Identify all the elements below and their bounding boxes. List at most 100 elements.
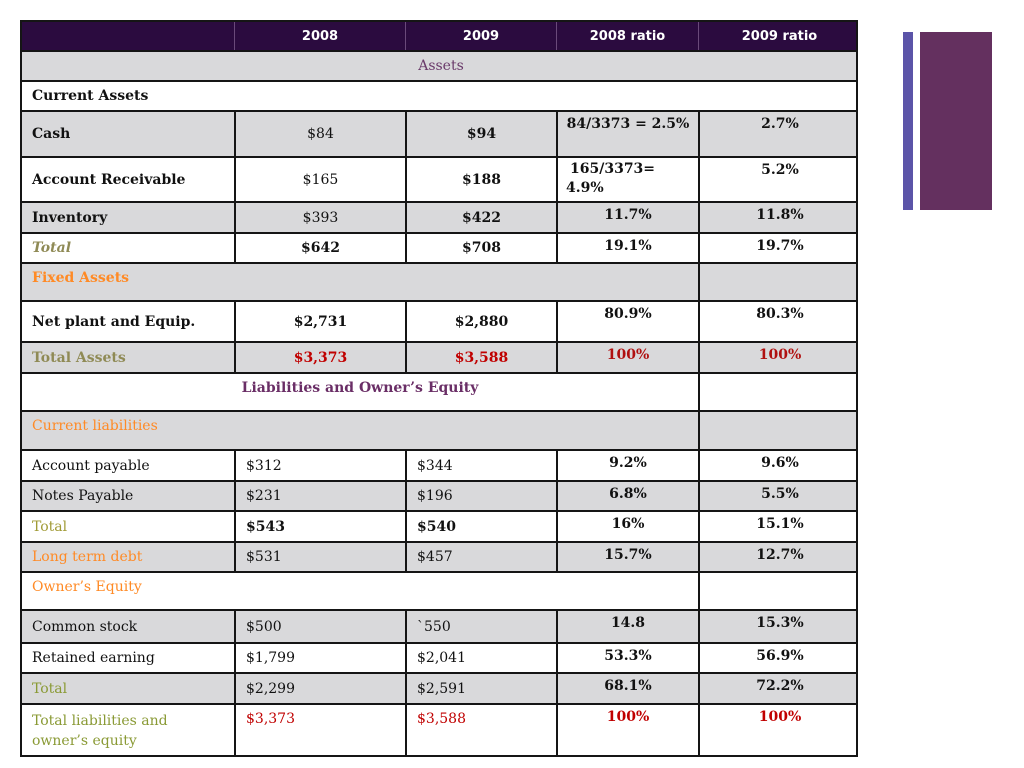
long-term-debt-2009-ratio: 12.7% (698, 543, 860, 571)
current-assets-row: Current Assets (20, 82, 858, 112)
table-row: Account payable $312 $344 9.2% 9.6% (20, 451, 858, 482)
inventory-2008: $393 (234, 203, 405, 232)
header-2008: 2008 (234, 22, 405, 50)
inventory-2009: $422 (405, 203, 556, 232)
retained-earning-2009-ratio: 56.9% (698, 644, 860, 672)
retained-earning-2008-ratio: 53.3% (556, 644, 698, 672)
account-payable-2009-ratio: 9.6% (698, 451, 860, 480)
total-equity-2009: $2,591 (405, 674, 556, 703)
table-row: Total $2,299 $2,591 68.1% 72.2% (20, 674, 858, 705)
header-cell-blank (22, 22, 234, 50)
inventory-2008-ratio: 11.7% (556, 203, 698, 232)
fixed-assets-label: Fixed Assets (32, 270, 130, 286)
table-row: Inventory $393 $422 11.7% 11.8% (20, 203, 858, 234)
receivable-2009-ratio: 5.2% (698, 158, 860, 201)
receivable-2008: $165 (234, 158, 405, 201)
table-header-row: 2008 2009 2008 ratio 2009 ratio (20, 20, 858, 52)
balance-sheet-table: 2008 2009 2008 ratio 2009 ratio Assets C… (20, 20, 858, 757)
total-liabilities-2009: $540 (405, 512, 556, 541)
common-stock-2008: $500 (234, 611, 405, 642)
total-le-2009-ratio: 100% (698, 705, 860, 755)
table-row: Total $642 $708 19.1% 19.7% (20, 234, 858, 264)
total-liabilities-2008-ratio: 16% (556, 512, 698, 541)
liabilities-equity-row: Liabilities and Owner’s Equity (20, 374, 858, 412)
common-stock-2008-ratio: 14.8 (556, 611, 698, 642)
table-row: Common stock $500 `550 14.8 15.3% (20, 611, 858, 644)
account-payable-2008-ratio: 9.2% (556, 451, 698, 480)
notes-payable-2008: $231 (234, 482, 405, 510)
row-label-long-term-debt: Long term debt (32, 549, 143, 565)
accent-bar-blue (903, 32, 913, 210)
current-liabilities-empty-cell (698, 412, 860, 449)
notes-payable-2009: $196 (405, 482, 556, 510)
total-le-2008-ratio: 100% (556, 705, 698, 755)
table-row: Total liabilities and owner’s equity $3,… (20, 705, 858, 757)
net-plant-2008: $2,731 (234, 302, 405, 341)
row-label-total-equity: Total (32, 680, 68, 697)
receivable-2008-ratio: 165/3373= 4.9% (556, 158, 698, 201)
long-term-debt-2009: $457 (405, 543, 556, 571)
common-stock-2009-ratio: 15.3% (698, 611, 860, 642)
inventory-2009-ratio: 11.8% (698, 203, 860, 232)
liabilities-equity-label: Liabilities and Owner’s Equity (241, 380, 479, 396)
cash-2008-ratio: 84/3373 = 2.5% (556, 112, 698, 156)
table-row: Account Receivable $165 $188 165/3373= 4… (20, 158, 858, 203)
total-assets-2008: $3,373 (234, 343, 405, 372)
retained-earning-2009: $2,041 (405, 644, 556, 672)
total-assets-2009: $3,588 (405, 343, 556, 372)
row-label-account-payable: Account payable (32, 457, 150, 474)
header-2008-ratio: 2008 ratio (556, 22, 698, 50)
long-term-debt-2008: $531 (234, 543, 405, 571)
current-assets-label: Current Assets (32, 88, 149, 104)
row-label-total-current-assets: Total (32, 240, 72, 256)
row-label-net-plant: Net plant and Equip. (32, 313, 196, 330)
current-liabilities-row: Current liabilities (20, 412, 858, 451)
row-label-total-assets: Total Assets (32, 349, 126, 366)
row-label-cash: Cash (32, 126, 71, 142)
fixed-assets-empty-cell (698, 264, 860, 300)
receivable-2009: $188 (405, 158, 556, 201)
common-stock-2009: `550 (405, 611, 556, 642)
row-label-retained-earning: Retained earning (32, 650, 155, 666)
table-row: Total Assets $3,373 $3,588 100% 100% (20, 343, 858, 374)
assets-section-row: Assets (20, 52, 858, 82)
accent-bar-purple (920, 32, 992, 210)
total-liabilities-2009-ratio: 15.1% (698, 512, 860, 541)
receivable-ratio-line1: 165/3373= (570, 161, 656, 177)
table-row: Long term debt $531 $457 15.7% 12.7% (20, 543, 858, 573)
total-current-2008: $642 (234, 234, 405, 262)
cash-2009: $94 (405, 112, 556, 156)
retained-earning-2008: $1,799 (234, 644, 405, 672)
total-current-2008-ratio: 19.1% (556, 234, 698, 262)
row-label-common-stock: Common stock (32, 618, 138, 635)
header-2009-ratio: 2009 ratio (698, 22, 860, 50)
notes-payable-2009-ratio: 5.5% (698, 482, 860, 510)
long-term-debt-2008-ratio: 15.7% (556, 543, 698, 571)
account-payable-2009: $344 (405, 451, 556, 480)
total-current-2009: $708 (405, 234, 556, 262)
row-label-inventory: Inventory (32, 209, 108, 226)
net-plant-2009: $2,880 (405, 302, 556, 341)
receivable-ratio-line2: 4.9% (566, 180, 604, 196)
total-equity-2008-ratio: 68.1% (556, 674, 698, 703)
cash-2008: $84 (234, 112, 405, 156)
row-label-receivable: Account Receivable (32, 171, 186, 188)
table-row: Total $543 $540 16% 15.1% (20, 512, 858, 543)
cash-2009-ratio: 2.7% (698, 112, 860, 156)
row-label-total-liabilities: Total (32, 518, 68, 535)
total-equity-2008: $2,299 (234, 674, 405, 703)
table-row: Notes Payable $231 $196 6.8% 5.5% (20, 482, 858, 512)
row-label-total-liabilities-equity: Total liabilities and owner’s equity (22, 705, 234, 755)
net-plant-2008-ratio: 80.9% (556, 302, 698, 341)
total-le-2009: $3,588 (405, 705, 556, 755)
net-plant-2009-ratio: 80.3% (698, 302, 860, 341)
liabilities-equity-empty-cell (698, 374, 860, 410)
notes-payable-2008-ratio: 6.8% (556, 482, 698, 510)
current-liabilities-label: Current liabilities (32, 418, 158, 434)
fixed-assets-row: Fixed Assets (20, 264, 858, 302)
total-assets-2008-ratio: 100% (556, 343, 698, 372)
total-liabilities-2008: $543 (234, 512, 405, 541)
header-2009: 2009 (405, 22, 556, 50)
total-le-label-line2: owner’s equity (32, 733, 137, 749)
table-row: Net plant and Equip. $2,731 $2,880 80.9%… (20, 302, 858, 343)
